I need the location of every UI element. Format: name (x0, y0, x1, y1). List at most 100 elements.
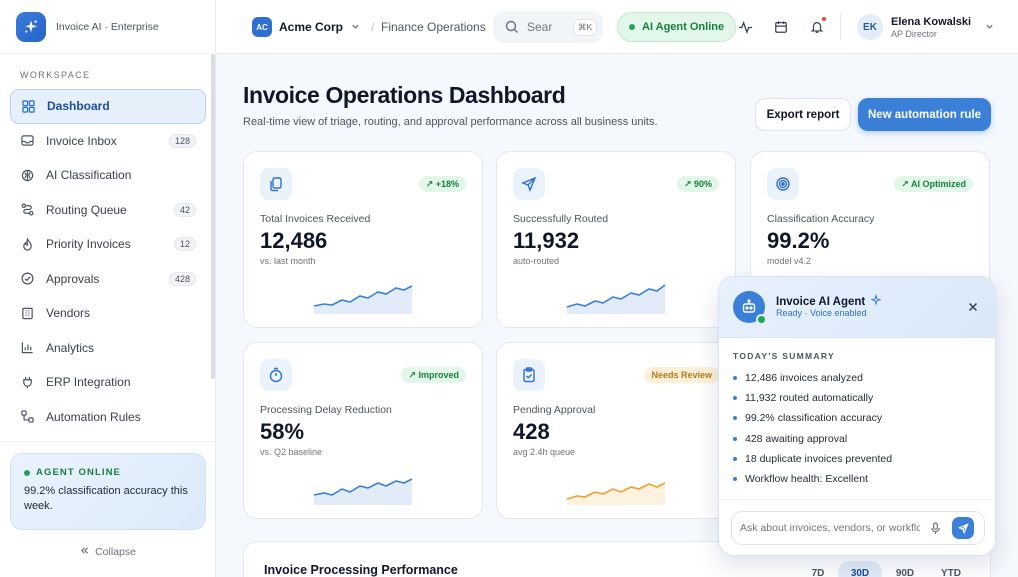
timer-icon (260, 359, 292, 391)
sidebar-item-erp-integration[interactable]: ERP Integration (10, 365, 206, 400)
user-name: Elena Kowalski (891, 15, 972, 28)
kpi-card[interactable]: ↗ Improved Processing Delay Reduction 58… (243, 342, 483, 519)
agent-status-pill[interactable]: AI Agent Online (617, 12, 737, 42)
kpi-label: Pending Approval (513, 404, 596, 416)
send-button[interactable] (952, 517, 974, 539)
kpi-value: 428 (513, 419, 550, 444)
trend-badge: ↗ Improved (401, 367, 466, 383)
collapse-label: Collapse (95, 546, 136, 558)
sidebar-scrollbar[interactable] (211, 54, 215, 379)
close-icon[interactable] (965, 299, 981, 315)
send-icon (513, 168, 545, 200)
sidebar-item-priority-invoices[interactable]: Priority Invoices 12 (10, 227, 206, 262)
search-input[interactable] (527, 20, 571, 34)
sparkle-icon (870, 293, 882, 309)
brain-icon (20, 168, 34, 182)
kpi-card[interactable]: Needs Review Pending Approval 428 avg 2.… (496, 342, 736, 519)
count-badge: 12 (173, 237, 196, 251)
notification-dot (821, 16, 827, 22)
summary-title: TODAY'S SUMMARY (733, 351, 835, 361)
agent-card-title: AGENT ONLINE (36, 467, 121, 478)
org-name: Acme Corp (279, 20, 344, 34)
search-box[interactable]: ⌘K (493, 11, 603, 43)
search-icon (505, 20, 518, 33)
sidebar-item-invoice-inbox[interactable]: Invoice Inbox 128 (10, 124, 206, 159)
sidebar-item-automation-rules[interactable]: Automation Rules (10, 400, 206, 435)
online-dot-icon (629, 24, 635, 30)
agent-status-card: AGENT ONLINE 99.2% classification accura… (10, 453, 206, 530)
inbox-icon (20, 134, 34, 148)
count-badge: 42 (173, 202, 196, 217)
agent-chat-input[interactable] (740, 522, 920, 534)
trend-badge: ↗ AI Optimized (894, 176, 973, 192)
kpi-card[interactable]: ↗ 90% Successfully Routed 11,932 auto-ro… (496, 151, 736, 328)
sidebar-item-label: Approvals (46, 271, 100, 286)
sidebar-item-vendors[interactable]: Vendors (10, 296, 206, 331)
sidebar-item-routing-queue[interactable]: Routing Queue 42 (10, 193, 206, 228)
summary-list: 12,486 invoices analyzed 11,932 routed a… (733, 368, 983, 489)
collapse-button[interactable]: Collapse (0, 546, 216, 558)
kpi-card[interactable]: ↗ +18% Total Invoices Received 12,486 vs… (243, 151, 483, 328)
bell-icon[interactable] (809, 16, 827, 35)
kpi-label: Successfully Routed (513, 213, 609, 225)
range-90d-button[interactable]: 90D (895, 567, 915, 577)
target-icon (767, 168, 799, 200)
count-badge: 128 (168, 133, 196, 148)
divider (719, 499, 995, 500)
workspace-section-label: WORKSPACE (20, 70, 91, 80)
agent-chat-box (731, 511, 985, 545)
brand-name: Invoice AI · Enterprise (56, 20, 159, 33)
calendar-icon[interactable] (773, 19, 789, 35)
sidebar-item-analytics[interactable]: Analytics (10, 331, 206, 366)
chevron-down-icon (985, 22, 994, 33)
sparkline (566, 284, 666, 314)
breadcrumb[interactable]: Finance Operations (381, 20, 486, 34)
divider (840, 14, 841, 40)
range-30d-button[interactable]: 30D (838, 561, 882, 577)
kpi-value: 58% (260, 419, 305, 444)
divider (0, 441, 216, 442)
trend-badge: ↗ 90% (676, 176, 719, 192)
sidebar-item-label: Priority Invoices (46, 237, 131, 252)
documents-icon (260, 168, 292, 200)
new-automation-rule-button[interactable]: New automation rule (858, 98, 991, 131)
sidebar-item-label: Analytics (46, 340, 95, 355)
workflow-icon (20, 410, 34, 424)
list-item: 11,932 routed automatically (733, 388, 983, 408)
sidebar-item-dashboard[interactable]: Dashboard (10, 89, 206, 124)
microphone-icon[interactable] (928, 521, 942, 535)
grid-icon (21, 99, 35, 113)
sparkle-logo-icon[interactable] (16, 11, 46, 42)
export-report-button[interactable]: Export report (755, 98, 851, 131)
trend-badge: ↗ +18% (418, 176, 466, 192)
kpi-subtext: auto-routed (513, 256, 560, 266)
activity-icon[interactable] (737, 19, 753, 35)
route-icon (20, 203, 34, 217)
agent-name: Invoice AI Agent (776, 295, 866, 308)
sidebar-item-ai-classification[interactable]: AI Classification (10, 158, 206, 193)
org-switcher[interactable]: AC Acme Corp (252, 17, 360, 37)
robot-icon (733, 291, 767, 325)
sidebar-item-approvals[interactable]: Approvals 428 (10, 262, 206, 297)
review-badge: Needs Review (644, 367, 719, 383)
agent-status: Ready · Voice enabled (776, 308, 867, 318)
clipboard-check-icon (513, 359, 545, 391)
kpi-subtext: model v4.2 (767, 256, 812, 266)
range-7d-button[interactable]: 7D (811, 567, 825, 577)
plug-icon (20, 375, 34, 389)
shortcut-hint: ⌘K (573, 18, 598, 36)
kpi-subtext: vs. Q2 baseline (260, 447, 323, 457)
kpi-label: Classification Accuracy (767, 213, 875, 225)
sparkline (566, 482, 666, 505)
sparkline (313, 478, 413, 505)
kpi-label: Processing Delay Reduction (260, 404, 392, 416)
sidebar: Invoice AI · Enterprise WORKSPACE Dashbo… (0, 0, 216, 577)
range-ytd-button[interactable]: YTD (941, 567, 961, 577)
check-circle-icon (20, 272, 34, 286)
sidebar-item-label: Invoice Inbox (46, 133, 117, 148)
top-header: AC Acme Corp / Finance Operations ⌘K AI … (216, 0, 1018, 54)
ai-agent-panel: Invoice AI Agent Ready · Voice enabled T… (718, 276, 996, 556)
online-dot-icon (24, 469, 30, 476)
user-menu[interactable]: EK Elena Kowalski AP Director (857, 14, 994, 40)
section-title: Invoice Processing Performance (264, 563, 458, 577)
